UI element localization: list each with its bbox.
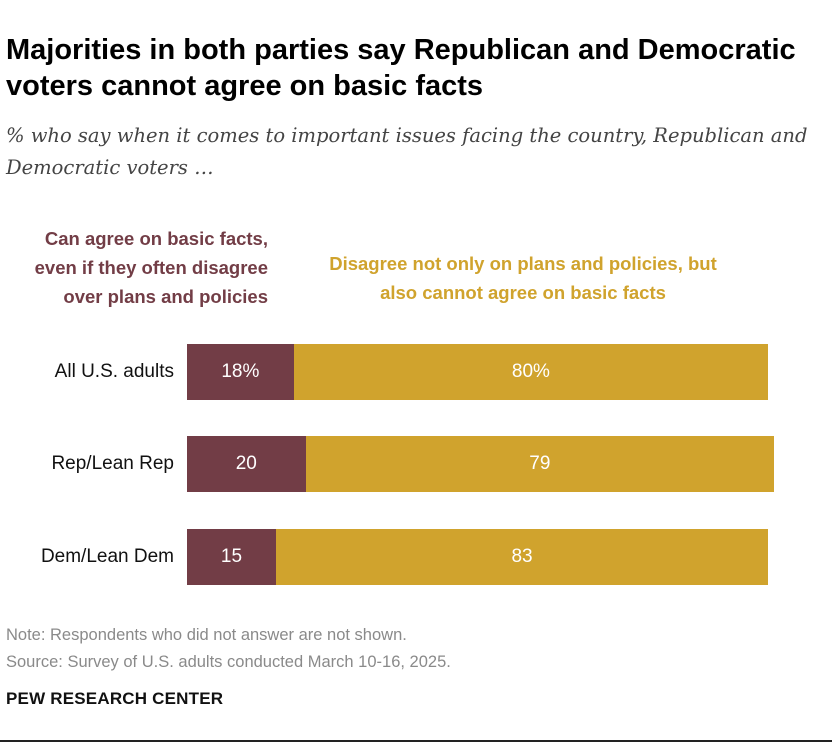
bar-value-label: 79 (529, 453, 551, 474)
legend-disagree-label: Disagree not only on plans and policies,… (329, 253, 717, 303)
row-label: Dem/Lean Dem (40, 546, 174, 567)
row-label: All U.S. adults (54, 361, 174, 382)
chart-title: Majorities in both parties say Republica… (6, 34, 796, 102)
bar-value-label: 18% (221, 361, 260, 382)
chart-subtitle: % who say when it comes to important iss… (6, 124, 808, 179)
bar-value-label: 83 (511, 546, 533, 567)
legend-agree-label: Can agree on basic facts, even if they o… (34, 228, 268, 307)
bar-value-label: 80% (511, 361, 550, 382)
bar-agree (187, 436, 306, 492)
org-logo-text: PEW RESEARCH CENTER (6, 689, 224, 708)
bar-value-label: 20 (235, 453, 257, 474)
bar-agree (187, 529, 276, 585)
bar-disagree (275, 529, 769, 585)
chart-note: Note: Respondents who did not answer are… (6, 626, 407, 644)
row-label: Rep/Lean Rep (51, 453, 174, 474)
bar-disagree (305, 436, 775, 492)
bar-agree (187, 344, 294, 400)
bottom-rule (0, 740, 832, 742)
chart-source: Source: Survey of U.S. adults conducted … (6, 653, 451, 671)
bar-disagree (293, 344, 769, 400)
bar-value-label: 15 (220, 546, 243, 567)
